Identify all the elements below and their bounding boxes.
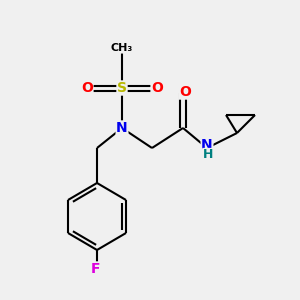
Text: CH₃: CH₃: [111, 43, 133, 53]
Text: H: H: [203, 148, 213, 161]
Text: O: O: [179, 85, 191, 99]
Text: N: N: [201, 138, 213, 152]
Text: N: N: [116, 121, 128, 135]
Text: O: O: [81, 81, 93, 95]
Text: S: S: [117, 81, 127, 95]
Text: F: F: [91, 262, 101, 276]
Text: O: O: [151, 81, 163, 95]
